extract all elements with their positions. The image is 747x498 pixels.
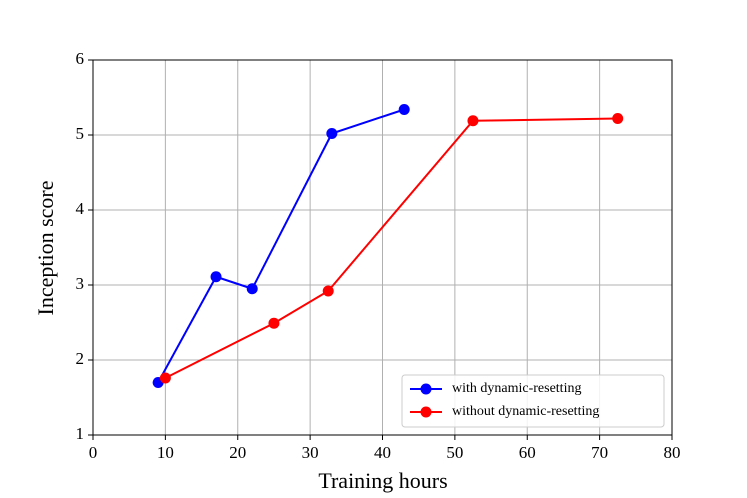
x-tick-label: 30 xyxy=(302,443,319,462)
y-tick-label: 1 xyxy=(76,424,85,443)
data-point xyxy=(467,115,479,127)
data-point xyxy=(210,271,222,283)
x-tick-label: 10 xyxy=(157,443,174,462)
x-tick-label: 40 xyxy=(374,443,391,462)
data-point xyxy=(398,104,410,115)
x-tick-label: 20 xyxy=(229,443,246,462)
data-point xyxy=(326,128,338,139)
y-tick-label: 6 xyxy=(76,49,85,68)
legend-marker xyxy=(420,383,432,395)
series-line xyxy=(164,117,618,379)
legend-box xyxy=(401,374,665,428)
x-axis-label: Training hours xyxy=(318,468,447,493)
y-tick-label: 3 xyxy=(76,274,85,293)
data-point xyxy=(268,317,280,329)
y-tick-label: 5 xyxy=(76,124,85,143)
x-tick-label: 0 xyxy=(89,443,98,462)
legend-marker xyxy=(420,406,432,418)
x-tick-label: 50 xyxy=(446,443,463,462)
y-axis-label: Inception score xyxy=(33,181,58,316)
legend-label: without dynamic-resetting xyxy=(452,404,599,419)
legend-label: with dynamic-resetting xyxy=(452,381,581,396)
data-point xyxy=(322,285,334,297)
data-point xyxy=(612,113,624,124)
x-tick-label: 70 xyxy=(591,443,608,462)
data-point xyxy=(246,283,258,295)
x-tick-label: 60 xyxy=(519,443,536,462)
y-tick-label: 2 xyxy=(76,349,85,368)
plot-frame xyxy=(92,59,673,436)
y-tick-label: 4 xyxy=(76,199,85,218)
x-tick-label: 80 xyxy=(664,443,681,462)
data-point xyxy=(159,372,171,384)
